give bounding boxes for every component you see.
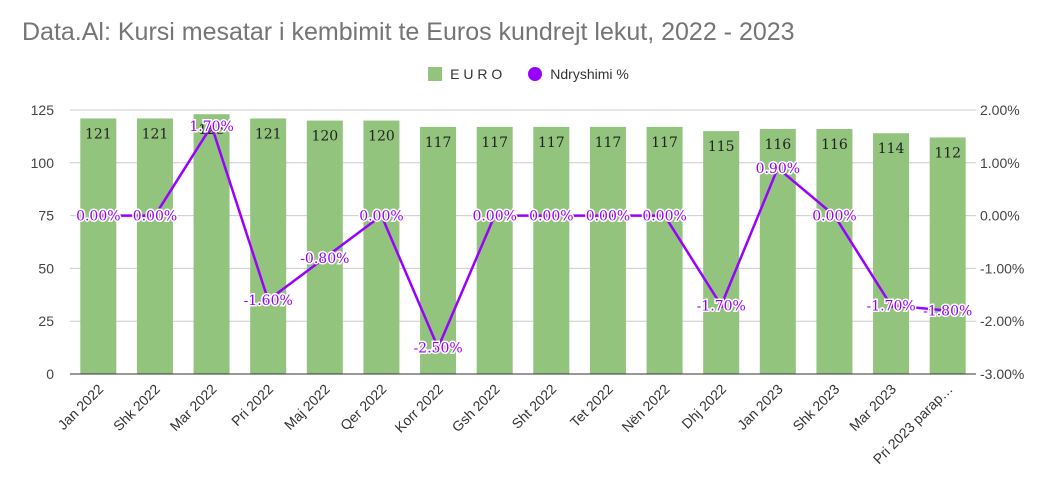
y-tick-right: 0.00% [980,208,1020,224]
y-tick-left: 100 [31,155,55,171]
bar-value-label: 116 [764,137,791,153]
bar-value-label: 117 [595,135,622,151]
bar[interactable] [873,133,910,374]
x-tick-label: Sht 2022 [508,381,559,432]
change-value-label: 0.00% [529,209,573,225]
change-point [661,212,668,219]
bar-value-label: 117 [538,135,565,151]
bar[interactable] [306,120,343,374]
y-tick-right: 1.00% [980,155,1020,171]
x-tick-label: Dhj 2022 [678,381,729,432]
change-point [378,212,385,219]
bar-value-label: 117 [651,135,678,151]
change-point [151,212,158,219]
bar[interactable] [929,137,966,374]
change-value-label: 0.90% [756,161,800,177]
change-point [491,212,498,219]
change-value-label: 0.00% [76,209,120,225]
x-tick-label: Jan 2022 [54,381,106,433]
bar-value-label: 114 [878,141,905,157]
legend: E U R O Ndryshimi % [0,66,1057,82]
change-point [831,212,838,219]
x-tick-label: Shk 2022 [110,381,163,434]
change-value-label: 0.00% [812,209,856,225]
bar[interactable] [193,114,230,374]
x-tick-label: Qer 2022 [337,381,390,434]
change-point [321,254,328,261]
change-line [98,124,948,349]
x-tick-label: Tet 2022 [567,381,616,430]
bar[interactable] [476,126,513,374]
change-point [95,212,102,219]
bar-value-label: 121 [142,126,169,142]
y-tick-left: 25 [38,313,54,329]
change-point [604,212,611,219]
y-tick-right: -2.00% [980,313,1024,329]
x-tick-label: Jan 2023 [734,381,786,433]
y-tick-right: -3.00% [980,366,1024,382]
bar[interactable] [136,118,173,374]
change-value-label: -2.50% [413,341,462,357]
change-value-label: 1.70% [189,119,233,135]
bar[interactable] [420,126,457,374]
change-value-label: -0.80% [300,251,349,267]
x-tick-label: Shk 2023 [789,381,842,434]
bar-value-label: 112 [934,145,961,161]
bar[interactable] [816,129,853,374]
bar[interactable] [646,126,683,374]
change-point [718,302,725,309]
bar[interactable] [80,118,117,374]
y-tick-left: 50 [38,260,54,276]
y-tick-right: 2.00% [980,102,1020,118]
change-value-label: -1.60% [244,293,293,309]
chart-title: Data.Al: Kursi mesatar i kembimit te Eur… [22,18,795,46]
bar[interactable] [363,120,400,374]
x-tick-label: Nën 2022 [618,381,672,435]
bar[interactable] [589,126,626,374]
x-tick-label: Mar 2023 [846,381,899,434]
y-tick-left: 125 [31,102,55,118]
change-value-label: -1.70% [866,298,915,314]
legend-label-euro: E U R O [450,66,503,82]
change-value-label: 0.00% [642,209,686,225]
change-point [435,344,442,351]
x-tick-label: Pri 2022 [228,381,276,429]
legend-swatch-change [528,67,543,81]
bar-value-label: 117 [425,135,452,151]
change-value-label: 0.00% [586,209,630,225]
bar-value-label: 120 [311,129,338,145]
bar[interactable] [250,118,287,374]
bar-value-label: 117 [481,135,508,151]
change-point [548,212,555,219]
x-tick-label: Gsh 2022 [449,381,503,435]
change-value-label: -1.70% [697,298,746,314]
x-tick-label: Korr 2022 [391,381,446,436]
change-point [265,297,272,304]
legend-label-change: Ndryshimi % [550,66,629,82]
change-value-label: 0.00% [133,209,177,225]
change-point [888,302,895,309]
change-point [208,122,215,129]
bar-value-label: 116 [821,137,848,153]
legend-swatch-euro [428,67,443,81]
x-tick-label: Maj 2022 [281,381,333,433]
bar-value-label: 120 [368,129,395,145]
change-point [774,165,781,172]
change-point [944,307,951,314]
bar-value-label: 115 [708,139,735,155]
bar[interactable] [703,131,740,374]
change-value-label: 0.00% [472,209,516,225]
y-tick-left: 0 [46,366,54,382]
legend-item-euro[interactable]: E U R O [428,66,502,82]
legend-item-change[interactable]: Ndryshimi % [528,66,629,82]
change-value-label: 0.00% [359,209,403,225]
change-value-label: -1.80% [923,304,972,320]
bar-value-label: 121 [85,126,112,142]
x-tick-label: Mar 2022 [167,381,220,434]
bar[interactable] [533,126,570,374]
y-tick-right: -1.00% [980,260,1024,276]
y-tick-left: 75 [38,208,54,224]
bar-value-label: 121 [255,126,282,142]
